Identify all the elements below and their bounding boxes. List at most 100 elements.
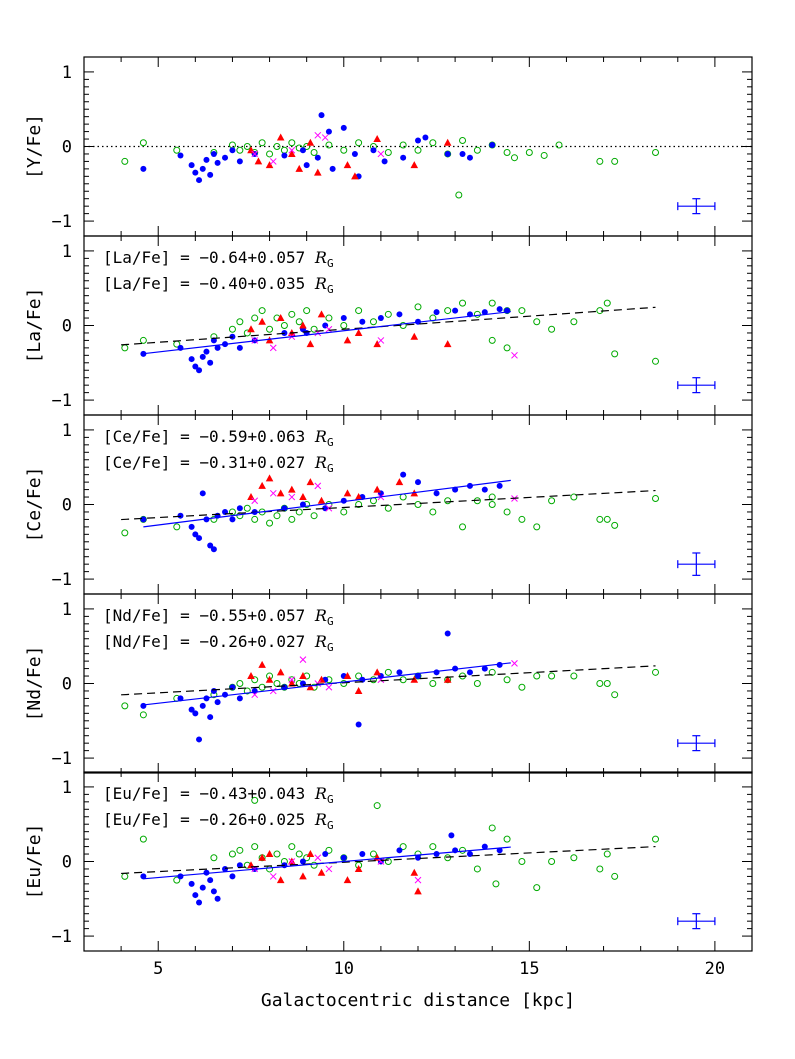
- filled-circle-point: [400, 154, 407, 161]
- open-circle-point: [139, 139, 147, 147]
- filled-circle-point: [466, 669, 473, 676]
- open-circle-point: [533, 672, 541, 680]
- cross-stroke: [269, 873, 277, 880]
- filled-circle-point: [177, 873, 184, 880]
- filled-circle-point: [177, 695, 184, 702]
- y-tick-label: −1: [52, 749, 72, 769]
- open-circle-point: [139, 711, 147, 719]
- triangle-point: [395, 478, 404, 486]
- triangle-point: [295, 164, 304, 172]
- open-circle-point: [429, 680, 437, 687]
- open-circle-point: [266, 865, 274, 873]
- y-axis-label: [Eu/Fe]: [24, 824, 45, 900]
- cross-stroke: [288, 493, 296, 501]
- triangle-point: [343, 876, 352, 884]
- panel-plot-area: [121, 471, 660, 553]
- open-circle-point: [488, 299, 496, 307]
- triangle-point: [265, 474, 274, 482]
- cross-point: [251, 150, 259, 158]
- filled-circle-point: [481, 665, 488, 672]
- filled-circle-point: [188, 880, 195, 887]
- filled-circle-point: [481, 309, 488, 316]
- panel-0: −1 0 1 [Y/Fe]: [24, 56, 753, 237]
- open-circle-point: [611, 872, 619, 880]
- triangle-point: [265, 675, 274, 683]
- open-circle-point: [596, 680, 604, 687]
- open-circle-point: [251, 515, 259, 523]
- open-circle-point: [488, 493, 496, 501]
- open-circle-point: [488, 336, 496, 344]
- y-axis-label: [Ce/Fe]: [24, 467, 45, 543]
- open-circle-point: [611, 350, 619, 358]
- triangle-point: [443, 138, 452, 146]
- open-circle-point: [455, 191, 463, 199]
- panel-plot-area: [121, 630, 660, 743]
- open-circle-point: [369, 850, 377, 858]
- fit-equation-blue: [Nd/Fe] = −0.55+0.057 RG: [103, 606, 334, 628]
- fit-equation-black: [La/Fe] = −0.40+0.035 RG: [103, 274, 334, 296]
- filled-circle-point: [214, 344, 221, 351]
- cross-stroke: [377, 858, 385, 865]
- open-circle-point: [540, 151, 548, 159]
- cross-point: [288, 146, 296, 154]
- panel-4: −1 0 1 [Eu/Fe] [Eu/Fe] = −0.43+0.043 RG [Eu/F…: [24, 771, 753, 952]
- triangle-point: [254, 157, 263, 165]
- open-circle-point: [488, 501, 496, 508]
- triangle-point: [288, 485, 296, 493]
- filled-circle-point: [188, 356, 195, 363]
- filled-circle-point: [196, 736, 203, 743]
- open-circle-point: [310, 512, 318, 520]
- filled-circle-point: [359, 851, 366, 858]
- open-circle-point: [596, 865, 604, 873]
- open-circle-point: [369, 497, 377, 505]
- filled-circle-point: [466, 154, 473, 161]
- triangle-point: [265, 336, 274, 344]
- open-circle-point: [533, 523, 541, 531]
- x-tick-label: 5: [153, 959, 163, 979]
- open-circle-point: [548, 672, 556, 680]
- cross-point: [269, 687, 277, 695]
- y-tick-label: 0: [62, 675, 72, 695]
- open-circle-point: [596, 515, 604, 523]
- filled-circle-point: [192, 169, 199, 176]
- filled-circle-point: [433, 309, 440, 316]
- open-circle-point: [473, 680, 481, 687]
- filled-circle-point: [203, 348, 210, 355]
- cross-point: [299, 656, 307, 663]
- open-circle-point: [503, 508, 511, 516]
- cross-stroke: [314, 854, 322, 862]
- cross-stroke: [377, 337, 385, 344]
- cross-point: [288, 676, 296, 684]
- triangle-point: [247, 325, 255, 333]
- y-tick-label: −1: [52, 212, 72, 232]
- open-circle-point: [173, 523, 181, 531]
- filled-circle-point: [281, 152, 288, 159]
- cross-point: [377, 337, 385, 344]
- filled-circle-point: [207, 171, 214, 178]
- open-circle-point: [652, 357, 660, 365]
- triangle-point: [317, 310, 326, 318]
- filled-circle-point: [203, 156, 210, 163]
- triangle-point: [354, 493, 363, 501]
- open-circle-point: [414, 501, 422, 508]
- open-circle-point: [121, 157, 129, 165]
- cross-stroke: [314, 482, 322, 490]
- open-circle-point: [273, 680, 281, 687]
- open-circle-point: [473, 865, 481, 873]
- filled-circle-point: [329, 165, 336, 172]
- filled-circle-point: [340, 315, 347, 322]
- filled-circle-point: [222, 691, 229, 698]
- open-circle-point: [139, 835, 147, 843]
- triangle-point: [306, 478, 315, 486]
- filled-circle-point: [299, 680, 306, 687]
- triangle-point: [373, 135, 381, 143]
- triangle-point: [276, 876, 285, 884]
- open-circle-point: [325, 846, 333, 854]
- filled-circle-point: [340, 854, 347, 861]
- cross-stroke: [511, 351, 518, 359]
- filled-circle-point: [203, 695, 210, 702]
- open-circle-point: [503, 676, 511, 684]
- filled-circle-point: [188, 162, 195, 169]
- open-circle-point: [459, 137, 467, 145]
